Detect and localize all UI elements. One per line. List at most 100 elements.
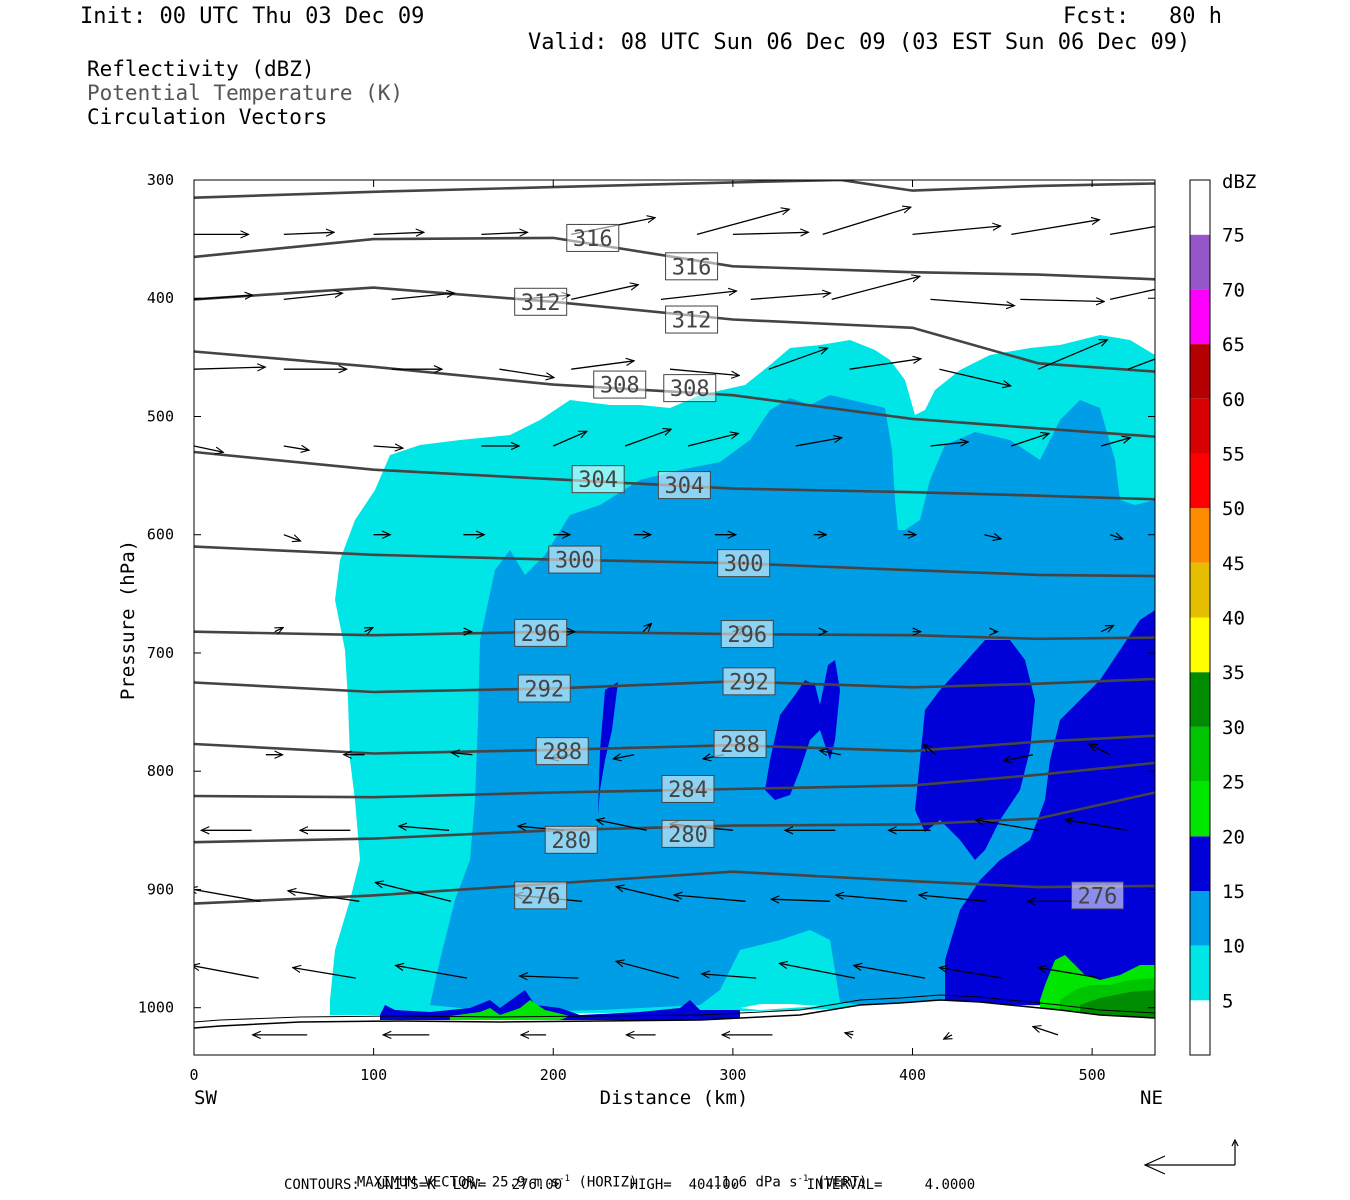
circulation-vector <box>613 755 635 759</box>
contour-label-box <box>665 305 719 334</box>
max-vector-vert-exp: -1 <box>797 1174 809 1184</box>
colorbar-label: 55 <box>1222 443 1245 465</box>
circulation-vector <box>283 293 343 301</box>
colorbar-label: 20 <box>1222 826 1245 848</box>
circulation-vector <box>481 232 527 234</box>
terrain-ground <box>194 1000 1155 1055</box>
colorbar-label: 75 <box>1222 225 1245 247</box>
colorbar-label: 65 <box>1222 334 1245 356</box>
contour-label-box <box>514 881 568 910</box>
dbz-30-region <box>1080 990 1155 1020</box>
circulation-vector <box>571 361 634 370</box>
colorbar: 75 70 65 60 55 50 45 40 35 30 25 20 15 10 5 <box>1189 179 1245 1056</box>
y-tick-label: 300 <box>147 171 174 189</box>
colorbar-segment <box>1190 836 1210 891</box>
circulation-vector <box>923 744 937 756</box>
circulation-vector <box>975 820 1039 831</box>
contour-label: 292 <box>729 670 769 695</box>
circulation-vector <box>596 820 647 831</box>
contour-label-box <box>1071 881 1125 910</box>
circulation-vector <box>822 207 911 236</box>
footer-contours: CONTOURS: UNITS=K LOW= 276.00 HIGH= 404.… <box>284 1177 976 1193</box>
circulation-vector <box>520 976 579 978</box>
contour-label: 288 <box>720 733 760 758</box>
circulation-vector <box>771 899 830 901</box>
colorbar-label: 60 <box>1222 389 1245 411</box>
theta-contour-284 <box>194 761 1155 799</box>
colorbar-segment <box>1190 180 1210 235</box>
y-axis: 300 400 500 600 700 800 900 1000 <box>138 171 1155 1017</box>
max-vector-vert: 11.6 dPa s <box>713 1174 798 1191</box>
circulation-vector <box>1100 625 1114 631</box>
contour-label: 300 <box>555 549 595 574</box>
theta-contour-320 <box>194 180 1155 199</box>
colorbar-label: 10 <box>1222 936 1245 958</box>
circulation-vector <box>836 895 908 902</box>
max-vector-horiz-exp: -1 <box>559 1174 571 1184</box>
dbz-surface-green <box>450 1000 570 1020</box>
contour-label: 300 <box>724 552 764 577</box>
theta-contour-276 <box>194 870 1155 905</box>
y-tick-label: 800 <box>147 762 174 780</box>
contour-label-box <box>657 471 711 500</box>
circulation-vector <box>768 348 828 370</box>
dbz-surface-white <box>740 1004 820 1010</box>
max-vector-label: MAXIMUM VECTOR: <box>356 1174 484 1191</box>
x-tick-label: 200 <box>540 1066 567 1084</box>
colorbar-segment <box>1190 453 1210 509</box>
circulation-vector <box>616 961 680 979</box>
colorbar-label: 15 <box>1222 881 1245 903</box>
theta-contour-312 <box>194 286 1155 373</box>
contour-label-box <box>566 223 620 252</box>
y-tick-label: 400 <box>147 289 174 307</box>
circulation-vector <box>1011 220 1099 236</box>
colorbar-segment <box>1190 781 1210 837</box>
circulation-vector <box>391 293 455 301</box>
circulation-vector <box>553 431 587 447</box>
circulation-vector <box>1127 358 1155 370</box>
circulation-vector <box>1037 340 1107 370</box>
circulation-vector <box>795 438 842 447</box>
contour-label-box <box>571 465 625 494</box>
colorbar-segment <box>1190 508 1210 563</box>
contour-label-box <box>544 825 598 854</box>
dbz-surface-blue <box>380 990 740 1020</box>
circulation-vector <box>571 285 638 301</box>
y-axis-label: Pressure (hPa) <box>117 540 139 700</box>
contour-label-box <box>722 667 776 696</box>
contour-label: 312 <box>672 309 712 334</box>
colorbar-label: 40 <box>1222 608 1245 630</box>
colorbar-frame <box>1189 179 1211 1056</box>
circulation-vector <box>1033 1027 1059 1036</box>
x-tick-label: 300 <box>719 1066 746 1084</box>
y-tick-label: 1000 <box>138 999 174 1017</box>
contour-label: 304 <box>665 474 705 499</box>
circulation-vector <box>365 628 373 632</box>
circulation-vector <box>944 1035 952 1039</box>
x-tick-label: 0 <box>189 1066 198 1084</box>
circulation-vector <box>283 446 309 450</box>
colorbar-segment <box>1190 945 1210 1001</box>
contour-label: 280 <box>668 823 708 848</box>
circulation-vector <box>660 291 737 301</box>
colorbar-label: 25 <box>1222 772 1245 794</box>
contour-label-box <box>593 370 647 399</box>
circulation-vector <box>732 232 809 234</box>
circulation-vector <box>616 887 680 902</box>
circulation-vector <box>674 895 746 902</box>
circulation-vector <box>939 368 1010 386</box>
colorbar-unit: dBZ <box>1222 171 1256 193</box>
x-tick-label: 500 <box>1079 1066 1106 1084</box>
circulation-vector <box>283 232 334 234</box>
contour-label-box <box>535 737 589 766</box>
circulation-vector <box>1004 754 1034 761</box>
max-vector-horiz: 25.9 m s <box>491 1174 560 1191</box>
circulation-vector <box>930 442 969 446</box>
colorbar-segment <box>1190 398 1210 454</box>
dbz-15-region-b <box>765 660 840 800</box>
circulation-vector <box>194 445 223 452</box>
colorbar-label: 35 <box>1222 662 1245 684</box>
circulation-vector <box>293 968 356 979</box>
circulation-vector <box>1065 820 1129 831</box>
terrain-line-inner <box>193 994 1156 1023</box>
